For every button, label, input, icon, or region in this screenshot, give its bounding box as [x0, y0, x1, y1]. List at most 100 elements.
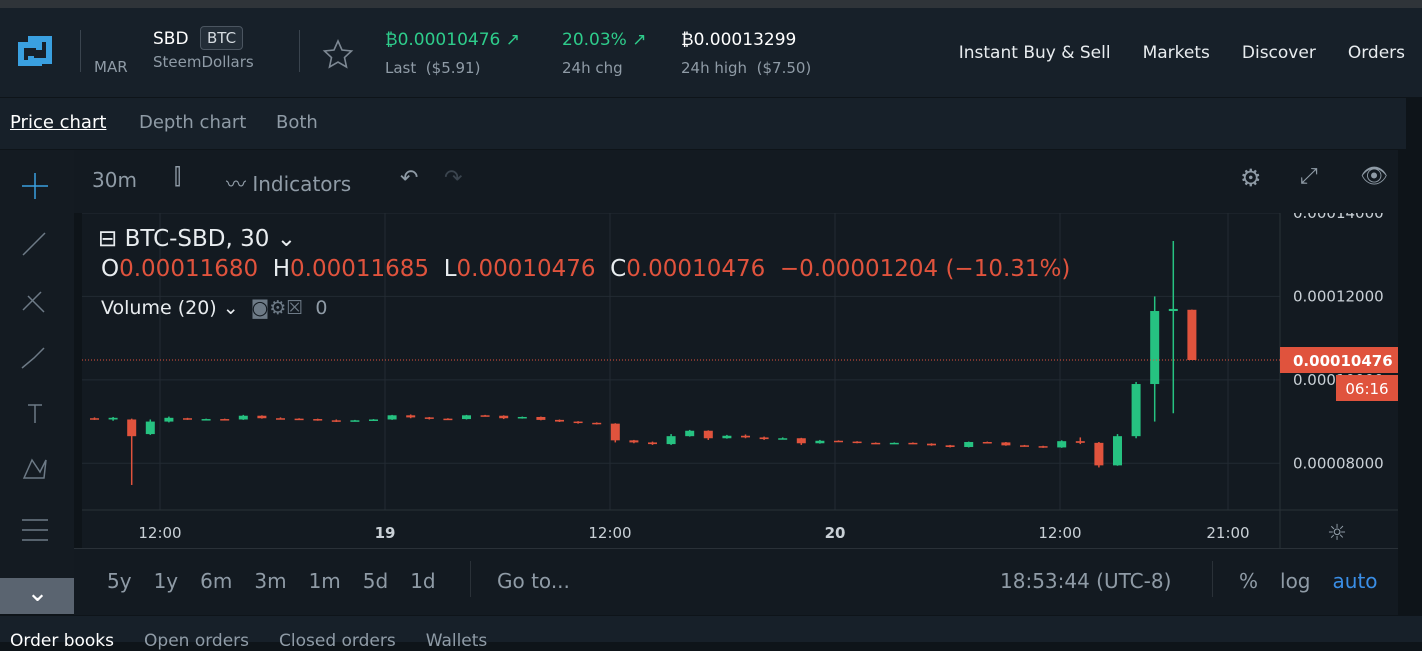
redo[interactable]: ↷ [444, 166, 463, 191]
candle-body [1094, 442, 1104, 466]
candle-body [294, 418, 304, 421]
c-label: C [610, 256, 627, 282]
candle-body [1075, 441, 1085, 443]
drawing-tools[interactable] [0, 150, 74, 580]
candle-body [834, 440, 843, 443]
bottom-tabs: Order books Open orders Closed orders Walle… [0, 616, 1422, 651]
range-button[interactable]: 1d [410, 569, 436, 593]
scale-option[interactable]: % [1239, 569, 1259, 593]
symbol: BTC-SBD, 30 [124, 226, 270, 252]
candle-body [722, 435, 732, 439]
nav-item[interactable]: Markets [1142, 43, 1210, 63]
candle-body [592, 422, 602, 425]
change: 20.03% ↗ [562, 30, 647, 50]
candle-body [871, 442, 881, 445]
chart-tab[interactable]: Both [276, 112, 318, 133]
candle-body [629, 440, 639, 443]
nav-item[interactable]: Instant Buy & Sell [958, 43, 1111, 63]
nav-item[interactable]: Discover [1241, 43, 1316, 63]
candle-body [852, 441, 862, 444]
candle-body [610, 423, 620, 441]
range-button[interactable]: 1m [308, 569, 341, 593]
range-button[interactable]: 3m [254, 569, 287, 593]
range-button[interactable]: 5y [107, 569, 132, 593]
legend-ohlc: O0.00011680 H0.00011685 L0.00010476 C0.0… [101, 256, 1070, 282]
candle-body [220, 419, 230, 421]
candle-body [945, 445, 955, 448]
candle-body [741, 435, 750, 438]
bottom-tab[interactable]: Wallets [425, 631, 488, 651]
candle-body [1001, 442, 1011, 446]
scale-option[interactable]: auto [1332, 569, 1378, 593]
candle-body [108, 417, 118, 420]
chart-tab[interactable]: Price chart [10, 112, 107, 133]
candle-body [908, 442, 918, 445]
scale-options: % log auto [1239, 569, 1378, 593]
candle-icon[interactable]: ⫿ [174, 165, 182, 190]
x-tick-label: 20 [825, 524, 846, 542]
scale-option[interactable]: log [1280, 569, 1311, 593]
candle-body [517, 416, 527, 419]
interval[interactable]: 30m [92, 168, 137, 192]
chart-tab[interactable]: Depth chart [139, 112, 247, 133]
candle-body [499, 415, 509, 419]
settings[interactable]: ⚙ [1240, 164, 1262, 192]
candle-body [927, 443, 936, 446]
x-tick-label: 12:00 [588, 524, 631, 542]
l-value: 0.00010476 [456, 256, 596, 282]
nav-item[interactable]: Orders [1347, 43, 1405, 63]
fullscreen[interactable]: ⤢ [1300, 164, 1318, 189]
candle-body [90, 418, 99, 420]
change-value: −0.00001204 (−10.31%) [779, 256, 1071, 282]
favorite-star[interactable] [322, 38, 354, 70]
divider [1212, 561, 1213, 597]
candle-body [648, 442, 657, 445]
candle-body [480, 415, 490, 417]
candle-body [759, 437, 769, 440]
y-tick-label: 0.00008000 [1293, 454, 1384, 472]
visibility[interactable]: 👁 [1360, 164, 1388, 189]
candle-body [555, 419, 564, 422]
divider [470, 561, 471, 597]
range-button[interactable]: 5d [362, 569, 389, 593]
chart-area [82, 213, 1398, 548]
volume-value: 0 [315, 297, 328, 319]
scale-settings: ☼ [1327, 521, 1347, 546]
bottom-tab[interactable]: Open orders [144, 631, 250, 651]
ranges: 5y 1y 6m 3m 1m 5d 1d [107, 569, 436, 593]
divider [299, 30, 300, 72]
logo[interactable] [14, 32, 56, 74]
candle-body [462, 415, 471, 420]
last-price-label: 0.00010476 [1293, 352, 1393, 370]
bottom-tab[interactable]: Order books [10, 631, 115, 651]
volume-icons[interactable]: ◙⚙☒ [250, 297, 304, 319]
divider [80, 30, 81, 72]
o-label: O [101, 256, 120, 282]
collapse-button[interactable]: ⌄ [0, 578, 75, 614]
candle-body [778, 438, 788, 440]
countdown: 06:16 [1345, 380, 1388, 398]
candle-body [238, 415, 248, 420]
candle-body [1150, 311, 1160, 385]
drawing-toolbar [0, 150, 74, 580]
range-button[interactable]: 1y [153, 569, 179, 593]
y-tick-label: 0.00012000 [1293, 287, 1384, 305]
candle-body [201, 419, 211, 421]
header-bar: MAR SBD BTC SteemDollars ₿0.00010476 ↗ L… [0, 8, 1422, 97]
x-tick-label: 12:00 [138, 524, 181, 542]
last-usd: ($5.91) [425, 59, 481, 77]
last-label: Last ($5.91) [385, 59, 480, 77]
undo[interactable]: ↶ [400, 166, 419, 191]
indicators[interactable]: 〰 Indicators [226, 172, 352, 196]
goto[interactable]: Go to... [497, 569, 570, 593]
y-tick-label: 0.00014000 [1293, 213, 1384, 222]
candle-body [406, 415, 416, 418]
range-button[interactable]: 6m [200, 569, 233, 593]
clock: 18:53:44 (UTC-8) [1000, 569, 1172, 593]
candle-body [313, 419, 323, 421]
high-label: 24h high ($7.50) [681, 59, 811, 77]
h-label: H [272, 256, 291, 282]
bottom-tab[interactable]: Closed orders [279, 631, 396, 651]
range-bar: 5y 1y 6m 3m 1m 5d 1d Go to... 18:53:44 (UTC-8)… [74, 548, 1398, 615]
candle-body [1187, 309, 1197, 360]
